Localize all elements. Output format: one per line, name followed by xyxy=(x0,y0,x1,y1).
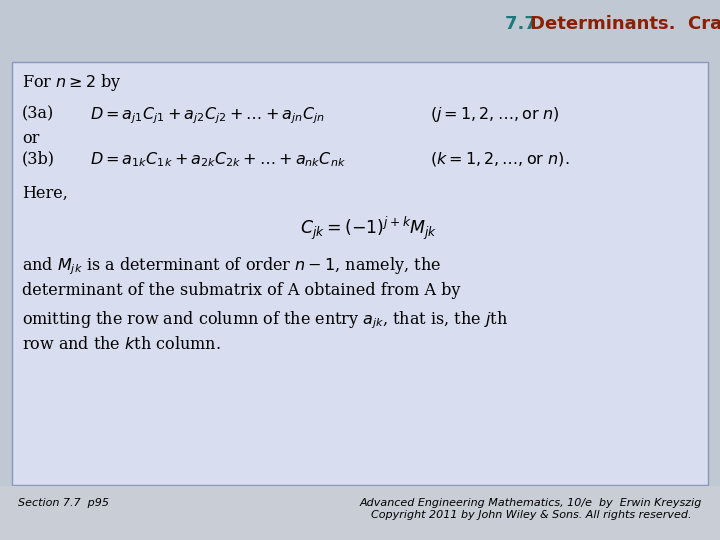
Text: determinant of the submatrix of A obtained from A by: determinant of the submatrix of A obtain… xyxy=(22,282,460,299)
FancyBboxPatch shape xyxy=(12,62,708,485)
Text: Here,: Here, xyxy=(22,185,68,202)
Text: (3b): (3b) xyxy=(22,150,55,167)
Text: omitting the row and column of the entry $a_{jk}$, that is, the $j$th: omitting the row and column of the entry… xyxy=(22,309,508,330)
FancyBboxPatch shape xyxy=(0,486,720,540)
Text: $(k = 1, 2, \ldots , \mathrm{or}\ n).$: $(k = 1, 2, \ldots , \mathrm{or}\ n).$ xyxy=(430,150,570,168)
Text: Advanced Engineering Mathematics, 10/e  by  Erwin Kreyszig
Copyright 2011 by Joh: Advanced Engineering Mathematics, 10/e b… xyxy=(359,498,702,519)
Text: or: or xyxy=(22,130,40,147)
Text: and $M_{jk}$ is a determinant of order $n - 1$, namely, the: and $M_{jk}$ is a determinant of order $… xyxy=(22,255,441,276)
Text: $( j = 1, 2, \ldots , \mathrm{or}\ n)$: $( j = 1, 2, \ldots , \mathrm{or}\ n)$ xyxy=(430,105,560,124)
Text: 7.7: 7.7 xyxy=(505,15,543,33)
Text: For $n \geq 2$ by: For $n \geq 2$ by xyxy=(22,72,122,93)
Text: $C_{jk} = (-1)^{j+k} M_{jk}$: $C_{jk} = (-1)^{j+k} M_{jk}$ xyxy=(300,215,437,242)
Text: Determinants.  Cramer’s Rule: Determinants. Cramer’s Rule xyxy=(530,15,720,33)
Text: (3a): (3a) xyxy=(22,105,54,122)
Text: Section 7.7  p95: Section 7.7 p95 xyxy=(18,498,109,508)
Text: $D = a_{1k}C_{1k} + a_{2k}C_{2k} + \ldots + a_{nk}C_{nk}$: $D = a_{1k}C_{1k} + a_{2k}C_{2k} + \ldot… xyxy=(90,150,346,168)
Text: $D = a_{j1}C_{j1} + a_{j2}C_{j2} + \ldots + a_{jn}C_{jn}$: $D = a_{j1}C_{j1} + a_{j2}C_{j2} + \ldot… xyxy=(90,105,325,126)
Text: row and the $k$th column.: row and the $k$th column. xyxy=(22,336,221,353)
